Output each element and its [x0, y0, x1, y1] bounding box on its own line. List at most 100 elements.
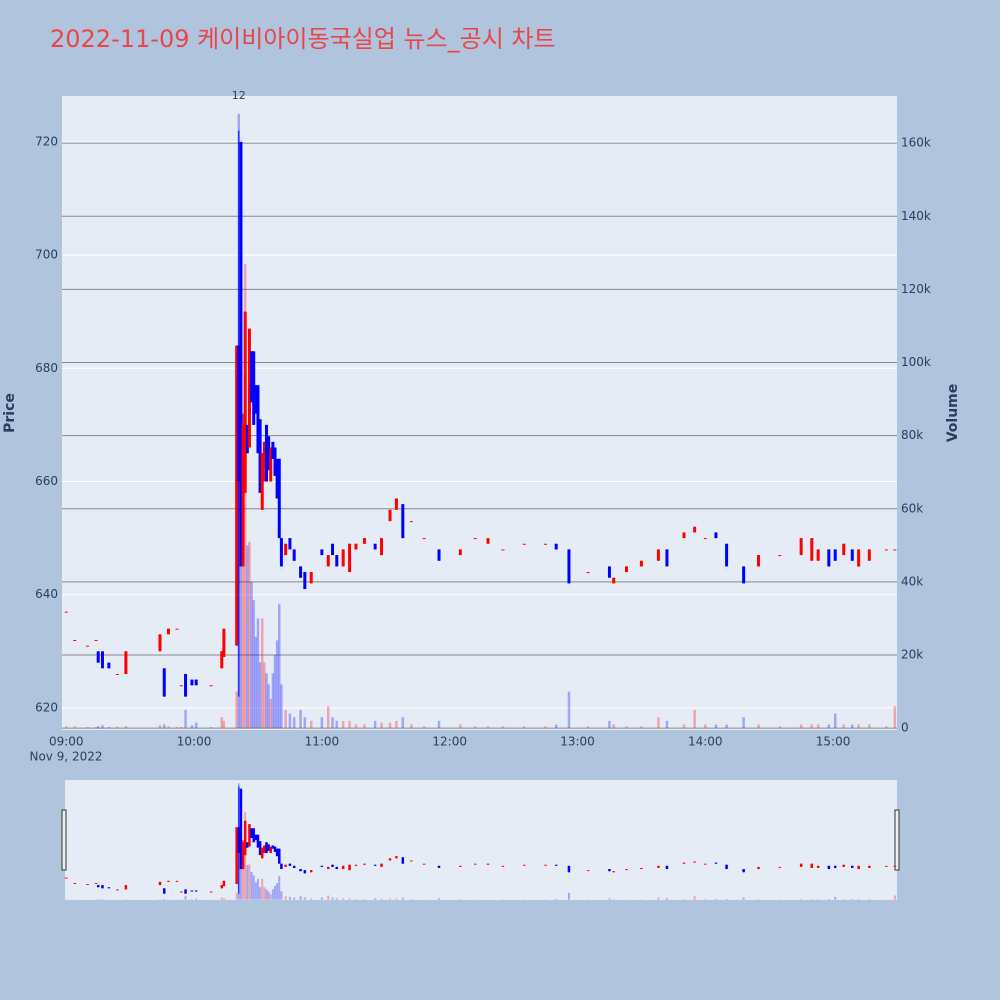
range-slider[interactable] — [65, 780, 897, 900]
y2-tick-label: 60k — [901, 501, 923, 515]
x-tick-label: 13:00 — [560, 735, 595, 749]
mini-volume-bar — [310, 898, 313, 900]
candle-body — [816, 549, 820, 561]
candle-body — [501, 549, 505, 551]
volume-bar — [395, 720, 398, 729]
mini-volume-bar — [612, 898, 615, 900]
mini-candle-body — [714, 862, 718, 864]
volume-bar — [271, 673, 275, 729]
mini-candle-body — [486, 863, 490, 865]
y2-axis-title: Volume — [945, 384, 961, 443]
candle-body — [194, 679, 198, 686]
candle-body — [554, 543, 558, 550]
mini-candle-body — [586, 870, 590, 872]
volume-bar — [65, 726, 68, 729]
y2-tick-label: 100k — [901, 355, 931, 369]
annotation: 12 — [232, 89, 246, 102]
candle-body — [757, 555, 761, 567]
mini-candle-body — [608, 869, 611, 872]
candle-body — [544, 543, 548, 545]
candle-body — [682, 532, 686, 539]
mini-candle-body — [94, 882, 98, 884]
mini-volume-bar — [299, 896, 302, 900]
x-tick-label: 12:00 — [432, 735, 467, 749]
candle-body — [288, 538, 292, 550]
candle-body — [437, 549, 441, 561]
candle-body — [86, 645, 90, 647]
mini-candle-body — [544, 864, 547, 866]
volume-bar — [292, 717, 296, 729]
mini-volume-bar — [868, 898, 871, 900]
mini-volume-bar — [335, 898, 338, 900]
mini-volume-bar — [220, 897, 223, 900]
range-handle-left[interactable] — [61, 809, 67, 871]
candle-body — [184, 673, 188, 697]
candle-body — [665, 549, 669, 567]
mini-candle-body — [209, 891, 213, 893]
mini-candle-body — [258, 841, 262, 856]
volume-bar — [222, 720, 226, 729]
mini-candle-body — [235, 827, 238, 885]
mini-candle-body — [327, 866, 330, 870]
mini-volume-bar — [725, 898, 728, 900]
mini-candle-body — [348, 864, 351, 871]
mini-volume-bar — [278, 876, 281, 900]
volume-bar — [410, 724, 413, 729]
volume-bar — [742, 717, 745, 729]
volume-bar — [252, 600, 255, 729]
y2-tick-label: 120k — [901, 282, 931, 296]
mini-volume-bar — [555, 898, 558, 900]
volume-bar — [816, 724, 820, 729]
volume-bar — [96, 726, 100, 729]
mini-volume-bar — [742, 897, 745, 900]
mini-volume-bar — [842, 898, 845, 900]
candle-body — [247, 328, 251, 448]
volume-bar — [250, 581, 253, 729]
mini-candle-body — [341, 865, 345, 870]
candle-body — [639, 560, 643, 567]
volume-bar — [725, 724, 728, 729]
mini-volume-bar — [244, 811, 247, 900]
mini-candle-body — [309, 870, 313, 873]
candle-body — [362, 538, 366, 544]
y2-tick-label: 0 — [901, 721, 909, 735]
mini-candle-body — [180, 891, 183, 893]
range-handle-right[interactable] — [894, 809, 900, 871]
candle-body — [850, 549, 854, 561]
mini-candle-body — [473, 863, 477, 865]
candle-body — [73, 639, 77, 641]
mini-candle-body — [86, 884, 89, 886]
candle-body — [209, 685, 213, 687]
mini-candle-body — [267, 844, 270, 851]
candle-body — [373, 543, 377, 550]
volume-bar — [704, 724, 707, 729]
chart-title: 2022-11-09 케이비아이동국실업 뉴스_공시 차트 — [50, 25, 556, 53]
mini-candle-body — [320, 865, 324, 867]
candle-body — [167, 628, 171, 635]
volume-bar — [693, 709, 696, 729]
candle-body — [341, 549, 345, 567]
mini-volume-bar — [893, 895, 896, 900]
mini-volume-bar — [438, 898, 441, 900]
volume-bar — [256, 618, 260, 729]
mini-candle-body — [280, 863, 283, 870]
candle-body — [331, 543, 335, 556]
volume-bar — [167, 726, 170, 729]
volume-bar — [265, 673, 268, 729]
mini-volume-bar — [693, 896, 696, 900]
volume-bar — [267, 684, 270, 729]
mini-candle-body — [868, 865, 871, 868]
volume-bar — [194, 722, 198, 729]
volume-bar — [354, 724, 358, 729]
volume-bar — [331, 717, 334, 729]
mini-candle-body — [704, 863, 707, 865]
candle-body — [326, 555, 330, 567]
mini-volume-bar — [714, 898, 717, 900]
candle-body — [893, 549, 897, 551]
candle-body — [158, 634, 162, 652]
candle-body — [100, 651, 104, 669]
volume-bar — [380, 722, 383, 729]
volume-bar — [885, 726, 888, 729]
volume-bar — [640, 726, 643, 729]
candle-body — [725, 543, 729, 567]
